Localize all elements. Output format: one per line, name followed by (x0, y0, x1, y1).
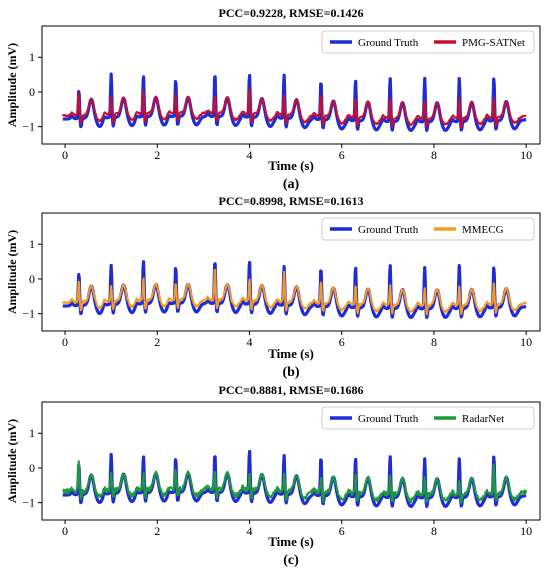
x-tick-label: 4 (247, 335, 253, 349)
y-tick-label: 1 (29, 426, 35, 440)
y-tick-label: −1 (22, 120, 35, 134)
y-tick-label: 1 (29, 237, 35, 251)
x-tick-label: 6 (339, 335, 345, 349)
x-axis-label: Time (s) (268, 158, 314, 173)
legend-box (321, 406, 535, 430)
panel-title: PCC=0.8998, RMSE=0.1613 (218, 194, 363, 208)
legend-entry-label: PMG-SATNet (462, 37, 525, 49)
y-tick-label: 0 (29, 85, 35, 99)
y-tick-label: −1 (22, 496, 35, 510)
legend-entry-label: RadarNet (462, 413, 504, 425)
x-tick-label: 8 (431, 335, 437, 349)
y-axis-label: Amplitude (mV) (5, 419, 19, 503)
plot-frame (41, 212, 541, 332)
x-axis-label: Time (s) (268, 346, 314, 361)
legend: Ground Truth MMECG (321, 217, 535, 241)
series-line-prediction (62, 268, 527, 316)
x-tick-label: 6 (339, 148, 345, 162)
legend-entry-label: MMECG (462, 224, 504, 236)
panel-label: (a) (283, 177, 300, 192)
y-axis-label: Amplitude (mV) (5, 230, 19, 314)
x-tick-label: 0 (62, 524, 68, 538)
panel-label: (b) (282, 365, 299, 380)
legend-box (321, 217, 535, 241)
x-tick-label: 10 (520, 335, 532, 349)
legend-box (321, 30, 535, 54)
x-tick-label: 2 (154, 148, 160, 162)
x-tick-label: 8 (431, 524, 437, 538)
legend-entry-label: Ground Truth (358, 413, 419, 425)
plot-frame (41, 401, 541, 521)
y-tick-label: −1 (22, 307, 35, 321)
x-tick-label: 0 (62, 335, 68, 349)
x-tick-label: 2 (154, 524, 160, 538)
x-tick-label: 2 (154, 335, 160, 349)
x-tick-label: 8 (431, 148, 437, 162)
x-tick-label: 10 (520, 148, 532, 162)
series-line-prediction (61, 88, 527, 129)
x-tick-label: 4 (247, 148, 253, 162)
panel-title: PCC=0.8881, RMSE=0.1686 (218, 383, 363, 397)
plot-frame (41, 25, 541, 145)
panel-title: PCC=0.9228, RMSE=0.1426 (218, 6, 363, 20)
y-tick-label: 0 (29, 272, 35, 286)
x-tick-label: 10 (520, 524, 532, 538)
panel-label: (c) (283, 553, 299, 568)
series-line-prediction (62, 460, 528, 504)
legend-entry-label: Ground Truth (358, 37, 419, 49)
x-tick-label: 4 (247, 524, 253, 538)
y-tick-label: 0 (29, 461, 35, 475)
x-axis-label: Time (s) (268, 534, 314, 549)
x-tick-label: 0 (62, 148, 68, 162)
y-axis-label: Amplitude (mV) (5, 43, 19, 127)
legend-entry-label: Ground Truth (358, 224, 419, 236)
x-tick-label: 6 (339, 524, 345, 538)
legend: Ground Truth RadarNet (321, 406, 535, 430)
y-tick-label: 1 (29, 50, 35, 64)
legend: Ground Truth PMG-SATNet (321, 30, 535, 54)
